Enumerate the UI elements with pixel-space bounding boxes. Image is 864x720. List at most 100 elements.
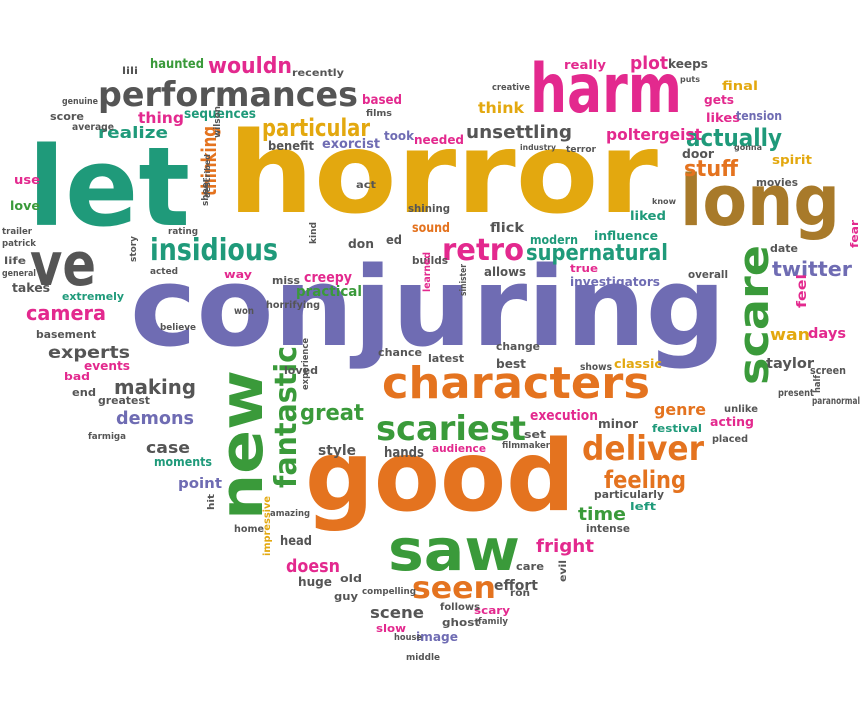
word-builds: builds [412, 254, 448, 267]
word-rating: rating [168, 227, 198, 237]
word-twitter: twitter [772, 257, 852, 281]
word-placed: placed [712, 434, 748, 445]
word-liked: liked [630, 209, 666, 223]
word-performances: performances [98, 75, 358, 115]
word-creepy: creepy [304, 270, 352, 286]
word-conjuring: conjuring [130, 243, 726, 371]
word-middle: middle [406, 653, 440, 663]
word-investigators: investigators [570, 275, 660, 289]
word-won: won [234, 306, 254, 317]
word-home: home [234, 524, 264, 535]
word-insidious: insidious [150, 233, 278, 268]
word-gets: gets [704, 93, 734, 107]
word-chance: chance [378, 346, 422, 359]
word-bad: bad [64, 370, 90, 383]
word-lili: lili [122, 66, 138, 77]
word-genuine: genuine [62, 97, 98, 107]
word-thing: thing [138, 109, 184, 127]
word-allows: allows [484, 265, 526, 279]
word-events: events [84, 359, 130, 373]
word-based: based [362, 93, 402, 108]
word-benefit: benefit [268, 139, 314, 153]
word-deliver: deliver [582, 429, 704, 469]
word-acting: acting [710, 415, 754, 429]
word-set: set [524, 428, 546, 441]
word-present: present [778, 388, 814, 399]
word-family: family [478, 617, 508, 627]
word-moments: moments [154, 455, 212, 469]
word-horrifying: horrifying [266, 300, 320, 311]
word-genre: genre [654, 400, 706, 419]
word-scariest: scariest [376, 409, 526, 449]
word-realize: realize [98, 123, 168, 142]
word-patrick: patrick [2, 239, 37, 249]
word-stuff: stuff [684, 157, 739, 182]
word-know: know [652, 197, 677, 206]
word-poltergeist: poltergeist [606, 125, 702, 144]
word-wilson: wilson [213, 106, 223, 138]
word-influence: influence [594, 229, 658, 243]
word-use: use [14, 173, 40, 187]
word-practical: practical [296, 284, 362, 300]
word-days: days [808, 326, 846, 342]
word-overall: overall [688, 268, 728, 281]
word-experience: experience [301, 338, 311, 390]
word-terror: terror [566, 145, 597, 155]
word-head: head [280, 534, 312, 549]
word-amazing: amazing [270, 509, 310, 519]
word-love: love [10, 199, 40, 213]
word-learned: learned [422, 252, 433, 292]
word-farmiga: farmiga [88, 432, 126, 442]
word-harm: harm [530, 50, 682, 129]
word-audience: audience [432, 442, 486, 455]
word-actually: actually [686, 124, 782, 152]
word-believe: believe [160, 323, 196, 333]
word-unlike: unlike [724, 404, 758, 415]
word-extremely: extremely [62, 290, 124, 303]
word-ron: ron [510, 588, 530, 599]
word-acted: acted [150, 267, 178, 277]
word-style: style [318, 443, 356, 459]
word-recently: recently [292, 68, 345, 79]
word-festival: festival [652, 422, 702, 435]
word-great: great [300, 401, 364, 426]
word-ghost: ghost [442, 616, 480, 629]
word-ed: ed [386, 233, 402, 247]
word-compelling: compelling [362, 587, 416, 597]
word-creative: creative [492, 83, 530, 93]
word-slow: slow [376, 622, 406, 635]
word-old: old [340, 572, 362, 585]
word-ve: ve [30, 230, 96, 300]
word-feel: feel [795, 274, 810, 308]
word-wouldn: wouldn [208, 54, 292, 79]
word-final: final [722, 79, 758, 93]
word-particular: particular [262, 114, 370, 142]
word-long: long [680, 160, 840, 242]
word-trailer: trailer [2, 227, 33, 237]
word-effort: effort [494, 578, 538, 594]
word-demons: demons [116, 408, 194, 429]
word-left: left [630, 500, 656, 513]
word-flick: flick [490, 221, 524, 236]
word-making: making [114, 375, 196, 399]
word-wan: wan [770, 325, 810, 344]
word-scene: scene [370, 603, 424, 622]
word-average: average [72, 122, 114, 133]
word-don: don [348, 237, 374, 251]
word-unsettling: unsettling [466, 122, 572, 143]
word-scary: scary [474, 604, 510, 617]
word-spirit: spirit [772, 153, 812, 167]
word-loved: loved [284, 364, 318, 377]
word-saw: saw [388, 516, 520, 584]
word-evil: evil [558, 560, 569, 582]
word-latest: latest [428, 352, 464, 365]
word-kind: kind [309, 222, 319, 244]
word-classic: classic [614, 357, 662, 371]
word-sheer: sheer [201, 177, 211, 206]
word-way: way [224, 268, 252, 281]
word-care: care [516, 560, 544, 573]
word-retro: retro [442, 233, 524, 268]
word-half: half [813, 375, 823, 393]
word-story: story [129, 236, 139, 262]
word-fright: fright [536, 536, 594, 557]
